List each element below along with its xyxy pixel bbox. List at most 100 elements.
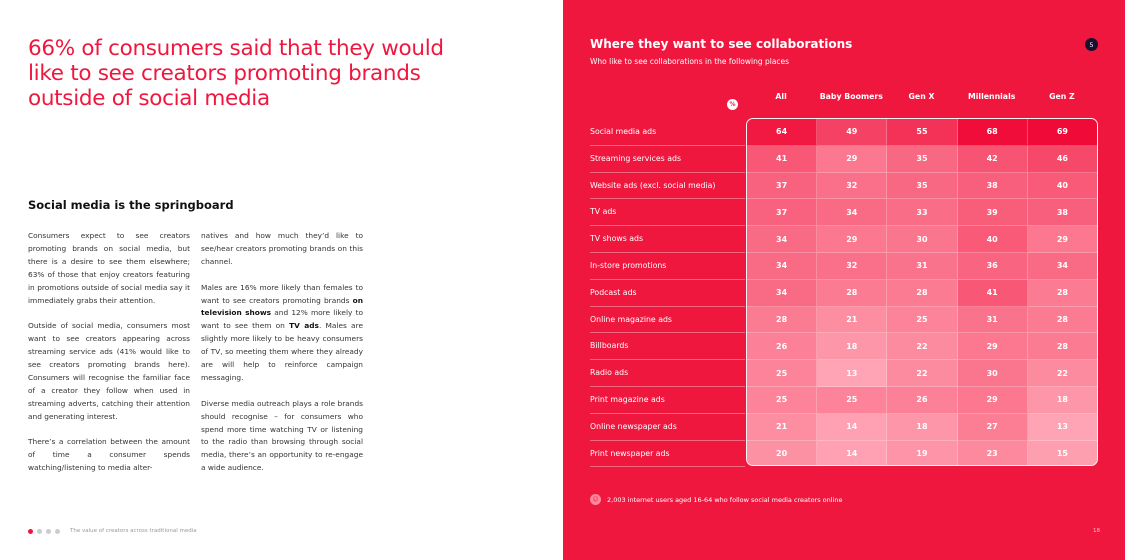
column-header: All: [775, 92, 787, 101]
table-cell: 34: [747, 226, 818, 253]
table-cell: 28: [817, 279, 888, 307]
table-cell: 46: [1027, 145, 1097, 173]
table-cell: 19: [887, 440, 958, 465]
table-cell: 29: [817, 226, 888, 253]
table-cell: 25: [747, 360, 818, 387]
row-divider: [590, 386, 745, 387]
row-divider: [590, 252, 745, 253]
table-cell: 18: [1027, 387, 1097, 414]
table-cell: 20: [747, 440, 818, 465]
page-dot-active[interactable]: [28, 528, 33, 534]
text-bold: TV ads: [289, 321, 319, 331]
table-cell: 40: [1027, 172, 1097, 200]
paragraph: Diverse media outreach plays a role bran…: [201, 398, 363, 473]
table-cell: 21: [747, 413, 818, 441]
row-label: In-store promotions: [590, 261, 667, 270]
table-cell: 14: [817, 413, 888, 441]
page-number: 18: [1093, 528, 1100, 534]
table-cell: 22: [887, 360, 958, 387]
table-cell: 32: [817, 253, 888, 280]
table-cell: 41: [957, 279, 1028, 307]
table-cell: 40: [957, 226, 1028, 253]
row-divider: [590, 278, 745, 280]
text-column-2: natives and how much they’d like to see/…: [201, 230, 363, 488]
table-title: Where they want to see collaborations: [590, 37, 853, 51]
text-bold: on television shows: [201, 295, 363, 318]
table-cell: 30: [887, 226, 958, 253]
footer-text: The value of creators across traditional…: [70, 528, 197, 534]
table-cell: 15: [1027, 440, 1097, 465]
table-cell: 69: [1027, 119, 1097, 146]
table-cell: 14: [817, 440, 888, 465]
row-label: Online newspaper ads: [590, 421, 677, 431]
page-footer: The value of creators across traditional…: [28, 528, 197, 534]
table-cell: 31: [887, 253, 958, 280]
row-label: Podcast ads: [590, 287, 637, 297]
row-divider: [590, 144, 745, 146]
paragraph: Consumers expect to see creators promoti…: [28, 231, 190, 305]
table-cell: 64: [747, 119, 818, 146]
column-header: Gen X: [908, 92, 935, 101]
left-page: 66% of consumers said that they would li…: [28, 36, 445, 534]
column-header: Millennials: [967, 92, 1016, 101]
percent-icon: %: [727, 99, 738, 110]
text-span: and 12% more likely to want to see them …: [201, 308, 363, 331]
table-cell: 30: [957, 360, 1028, 387]
row-label: Radio ads: [590, 368, 629, 378]
table-cell: 27: [957, 413, 1028, 441]
table-cell: 13: [817, 360, 888, 387]
page-dot[interactable]: [46, 528, 51, 534]
table-cell: 35: [887, 145, 958, 173]
table-cell: 31: [957, 306, 1028, 334]
table-cell: 49: [817, 119, 888, 146]
column-header: Baby Boomers: [819, 92, 883, 101]
text-span: . Males are slightly more likely to be h…: [201, 321, 363, 382]
row-label: Print magazine ads: [590, 395, 665, 404]
table-cell: 28: [1027, 279, 1097, 307]
table-cell: 34: [747, 279, 818, 307]
table-cell: 55: [887, 119, 958, 146]
base-note-text: 2,003 internet users aged 16-64 who foll…: [607, 495, 843, 504]
table-cell: 38: [957, 172, 1028, 200]
table-cell: 18: [887, 413, 958, 441]
table-cell: 68: [957, 119, 1028, 146]
row-label: TV ads: [590, 207, 617, 217]
paragraph: natives and how much they’d like to see/…: [201, 231, 363, 266]
base-note: ☺ 2,003 internet users aged 16-64 who fo…: [590, 494, 843, 505]
row-divider: [590, 332, 745, 334]
table-cell: 34: [817, 199, 888, 227]
paragraph: There’s a correlation between the amount…: [28, 437, 190, 473]
row-divider: [590, 171, 745, 173]
row-label: Website ads (excl. social media): [590, 180, 716, 190]
page-dot[interactable]: [55, 528, 60, 534]
row-divider: [590, 412, 745, 414]
row-divider: [590, 466, 745, 468]
row-label: Billboards: [590, 341, 629, 351]
data-table: 64 49 55 68 69 41 29 35 42 46 37 32 35 38 40 37 34 33 39 38…: [746, 118, 1098, 466]
row-divider: [590, 305, 745, 307]
row-divider: [590, 359, 745, 361]
table-cell: 29: [1027, 226, 1097, 253]
table-cell: 23: [957, 440, 1028, 465]
row-divider: [590, 439, 745, 441]
table-cell: 37: [747, 172, 818, 200]
table-cell: 28: [1027, 306, 1097, 334]
row-divider: [590, 225, 745, 227]
table-cell: 36: [957, 253, 1028, 280]
table-cell: 33: [887, 199, 958, 227]
table-cell: 26: [747, 333, 818, 361]
table-cell: 41: [747, 145, 818, 173]
table-cell: 25: [747, 387, 818, 414]
table-cell: 25: [817, 387, 888, 414]
table-cell: 42: [957, 145, 1028, 173]
text-span: Males are 16% more likely than females t…: [201, 282, 363, 305]
row-label: Online magazine ads: [590, 314, 672, 324]
page-dot[interactable]: [37, 528, 42, 534]
table-cell: 35: [887, 172, 958, 200]
table-cell: 29: [817, 145, 888, 173]
table-cell: 38: [1027, 199, 1097, 227]
table-cell: 29: [957, 387, 1028, 414]
row-label: TV shows ads: [590, 234, 644, 244]
table-cell: 28: [1027, 333, 1097, 361]
table-cell: 18: [817, 333, 888, 361]
